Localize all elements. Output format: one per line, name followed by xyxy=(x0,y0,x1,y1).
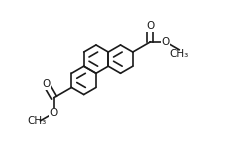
Text: CH₃: CH₃ xyxy=(28,116,47,126)
Text: O: O xyxy=(42,79,50,89)
Text: O: O xyxy=(50,108,58,118)
Text: O: O xyxy=(162,37,170,47)
Text: O: O xyxy=(146,21,154,31)
Text: CH₃: CH₃ xyxy=(169,49,189,59)
